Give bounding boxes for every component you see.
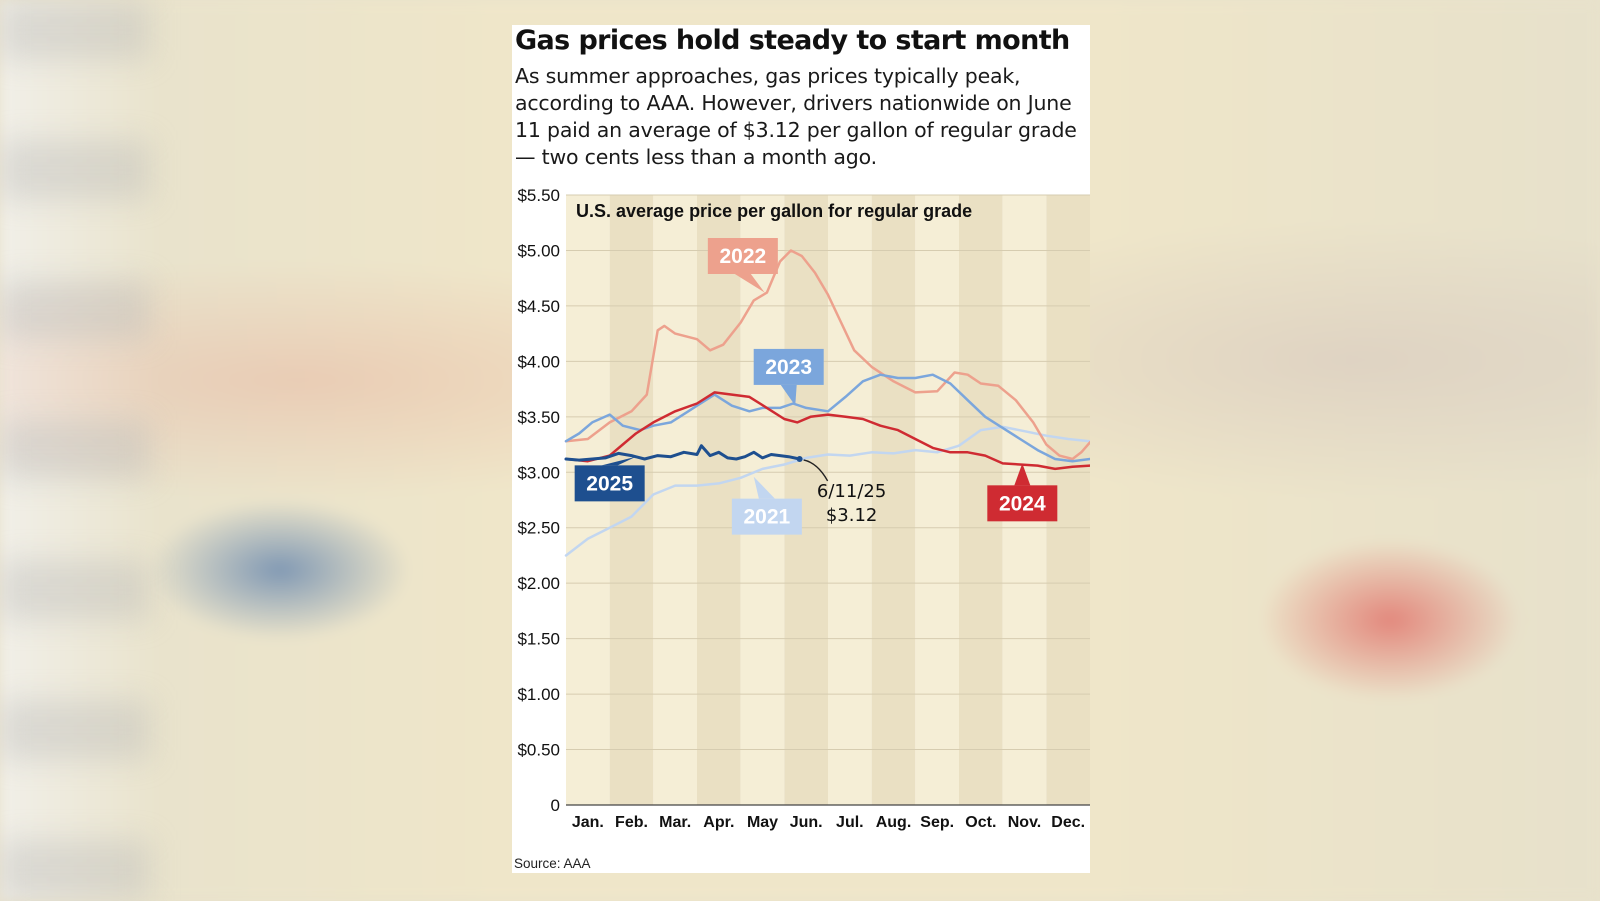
month-band — [915, 195, 959, 805]
blurred-background-stripes — [0, 0, 150, 901]
label-text: 2023 — [765, 356, 812, 379]
x-axis-ticks: Jan. Feb. Mar. Apr. May Jun. Jul. Aug. Sep. Oct. N… — [572, 814, 1085, 831]
series-label-2024: 2024 — [987, 463, 1058, 522]
label-text: 2021 — [744, 506, 791, 529]
y-tick-label: $3.00 — [517, 463, 560, 482]
x-tick-label: Dec. — [1051, 814, 1085, 831]
label-pointer — [734, 274, 765, 293]
label-box — [731, 498, 802, 535]
x-tick-label: Aug. — [876, 814, 912, 831]
source-note: Source: AAA — [514, 856, 591, 871]
label-pointer — [601, 456, 636, 466]
month-band — [828, 195, 872, 805]
y-tick-label: $5.00 — [517, 241, 560, 260]
gas-price-chart: 0 $0.50 $1.00 $1.50 $2.00 $2.50 $3.00 $3.50 $4.0… — [517, 186, 1090, 831]
series-label-2021: 2021 — [731, 476, 802, 535]
y-tick-label: $2.00 — [517, 574, 560, 593]
y-tick-label: $4.00 — [517, 352, 560, 371]
x-tick-label: Jan. — [572, 814, 604, 831]
y-tick-label: 0 — [551, 796, 560, 815]
annotation-leader — [803, 459, 829, 482]
subheadline: As summer approaches, gas prices typical… — [515, 64, 1077, 169]
y-tick-label: $3.50 — [517, 408, 560, 427]
label-box — [987, 485, 1058, 522]
x-tick-label: May — [747, 814, 778, 831]
series-labels: 2022 2023 2025 2021 2024 — [574, 238, 1058, 535]
month-band — [653, 195, 697, 805]
y-tick-label: $1.00 — [517, 685, 560, 704]
y-axis-ticks: 0 $0.50 $1.00 $1.50 $2.00 $2.50 $3.00 $3.50 $4.0… — [517, 186, 560, 815]
x-tick-label: Oct. — [965, 814, 996, 831]
x-tick-label: Jul. — [836, 814, 864, 831]
series-line-2024 — [564, 391, 1090, 471]
month-band — [871, 195, 916, 805]
label-box — [707, 238, 778, 274]
x-tick-label: Sep. — [920, 814, 954, 831]
series-line-2022 — [564, 249, 1090, 461]
series-lines — [564, 249, 1090, 557]
label-pointer — [1014, 463, 1031, 486]
label-pointer — [780, 384, 797, 406]
series-label-2022: 2022 — [707, 238, 778, 293]
x-tick-label: Mar. — [659, 814, 691, 831]
infographic-card: Gas prices hold steady to start month As… — [512, 25, 1090, 873]
label-box — [753, 348, 824, 385]
grid-lines — [566, 194, 1090, 806]
annotation-point — [796, 455, 803, 462]
x-tick-label: Apr. — [703, 814, 734, 831]
annotation-date: 6/11/25 — [817, 481, 886, 502]
series-label-2025: 2025 — [574, 456, 645, 502]
label-pointer — [753, 476, 775, 499]
chart-title: U.S. average price per gallon for regula… — [576, 201, 972, 221]
y-tick-label: $0.50 — [517, 741, 560, 760]
headline: Gas prices hold steady to start month — [515, 25, 1070, 56]
x-tick-label: Feb. — [615, 814, 648, 831]
label-box — [574, 465, 645, 502]
x-tick-label: Jun. — [790, 814, 823, 831]
y-tick-label: $1.50 — [517, 630, 560, 649]
x-tick-label: Nov. — [1008, 814, 1041, 831]
label-text: 2025 — [586, 472, 633, 495]
series-line-2025 — [564, 444, 802, 462]
label-text: 2022 — [719, 245, 766, 268]
label-text: 2024 — [999, 492, 1046, 515]
y-tick-label: $4.50 — [517, 297, 560, 316]
y-tick-label: $2.50 — [517, 519, 560, 538]
series-label-2023: 2023 — [753, 348, 824, 406]
annotation-value: $3.12 — [826, 505, 878, 526]
annotation: 6/11/25 $3.12 — [796, 455, 886, 526]
y-tick-label: $5.50 — [517, 186, 560, 205]
